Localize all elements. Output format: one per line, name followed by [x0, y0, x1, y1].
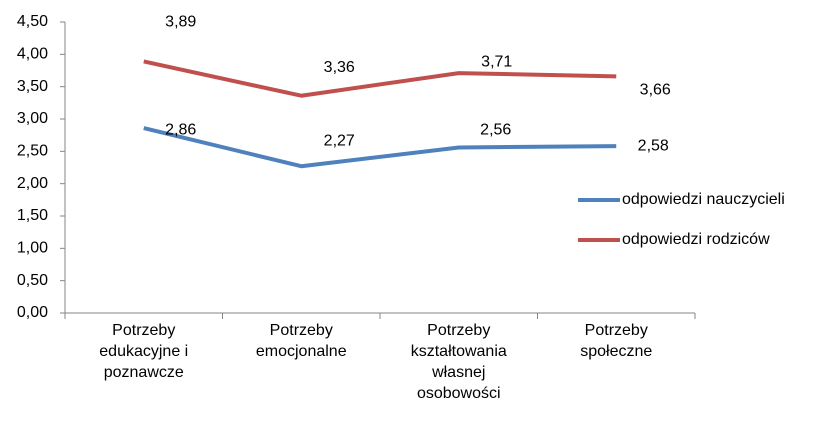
y-tick-label: 0,50 — [17, 272, 48, 289]
data-label: 3,36 — [324, 59, 355, 76]
data-label: 2,56 — [480, 122, 511, 139]
data-label: 2,86 — [165, 121, 196, 138]
x-tick-label: Potrzeby społeczne — [580, 322, 653, 360]
y-tick-label: 4,50 — [17, 13, 48, 30]
y-tick-label: 4,00 — [17, 46, 48, 63]
data-label: 3,71 — [481, 53, 512, 70]
y-tick-label: 0,00 — [17, 304, 48, 321]
series-line — [143, 126, 617, 169]
y-tick-label: 2,00 — [17, 175, 48, 192]
y-tick-label: 1,50 — [17, 207, 48, 224]
y-tick-label: 2,50 — [17, 143, 48, 160]
data-label: 2,27 — [324, 132, 355, 149]
legend-label: odpowiedzi rodziców — [622, 231, 770, 248]
legend-label: odpowiedzi nauczycieli — [622, 191, 785, 208]
x-tick-label: Potrzeby edukacyjne i poznawcze — [99, 322, 189, 381]
x-tick-label: Potrzeby emocjonalne — [255, 322, 347, 360]
data-label: 3,89 — [165, 14, 196, 31]
y-tick-label: 3,00 — [17, 110, 48, 127]
x-tick-label: Potrzeby kształtowania własnej osobowośc… — [410, 322, 507, 402]
data-label: 3,66 — [640, 82, 671, 99]
data-label: 2,58 — [638, 137, 669, 154]
y-tick-label: 3,50 — [17, 78, 48, 95]
y-tick-label: 1,00 — [17, 240, 48, 257]
series-line — [143, 59, 617, 98]
